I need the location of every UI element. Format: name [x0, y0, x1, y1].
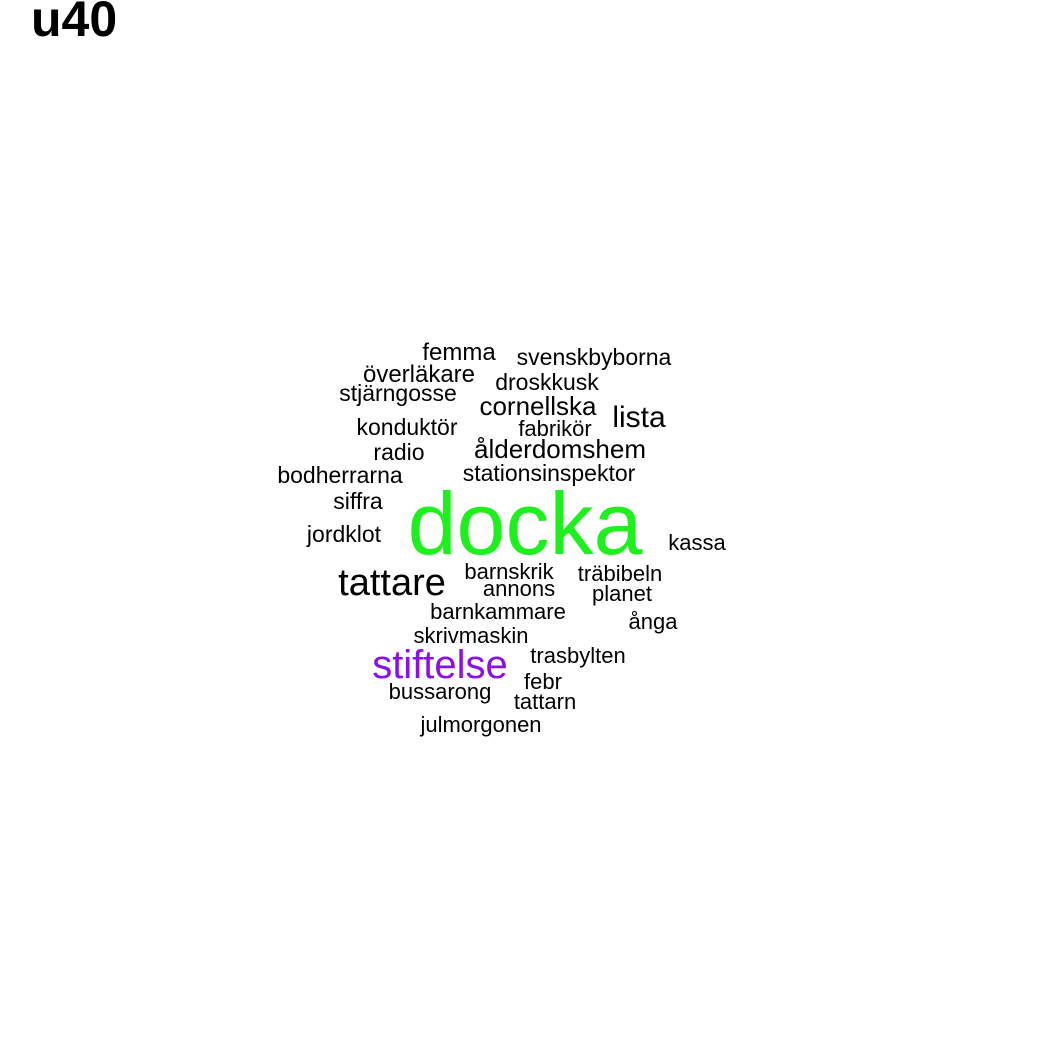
word-barnskrik: barnskrik [464, 559, 554, 584]
word-bodherrarna: bodherrarna [277, 462, 403, 488]
word-julmorgonen: julmorgonen [420, 712, 542, 737]
word-fabrikor: fabrikör [518, 416, 592, 441]
word-annons: annons [482, 576, 556, 601]
word-alderdomshem: ålderdomshem [474, 434, 646, 464]
word-radio: radio [373, 439, 425, 465]
word-overlakare: överläkare [362, 361, 476, 388]
word-skrivmaskin: skrivmaskin [413, 623, 529, 648]
word-bussarong: bussarong [388, 679, 492, 704]
word-siffra: siffra [333, 488, 383, 514]
word-konduktor: konduktör [356, 414, 458, 440]
word-lista: lista [612, 401, 666, 434]
word-svenskbyborna: svenskbyborna [516, 344, 672, 370]
word-jordklot: jordklot [306, 521, 382, 547]
word-tattare: tattare [338, 562, 446, 604]
word-femma: femma [422, 339, 496, 366]
word-docka: docka [407, 474, 643, 573]
word-stjarngosse: stjärngosse [339, 380, 457, 406]
word-tattarn: tattarn [513, 689, 577, 714]
word-kassa: kassa [668, 530, 726, 555]
word-anga: ånga [628, 609, 678, 634]
word-trabibeln: träbibeln [577, 561, 663, 586]
word-febr: febr [524, 669, 562, 694]
word-stationsinspektor: stationsinspektor [462, 460, 636, 486]
page-title: u40 [31, 0, 118, 47]
word-trasbylten: trasbylten [530, 643, 626, 668]
word-barnkammare: barnkammare [430, 599, 566, 624]
word-planet: planet [592, 581, 652, 606]
word-droskkusk: droskkusk [495, 369, 599, 395]
word-stiftelse: stiftelse [372, 643, 508, 687]
word-cornellska: cornellska [479, 391, 597, 421]
